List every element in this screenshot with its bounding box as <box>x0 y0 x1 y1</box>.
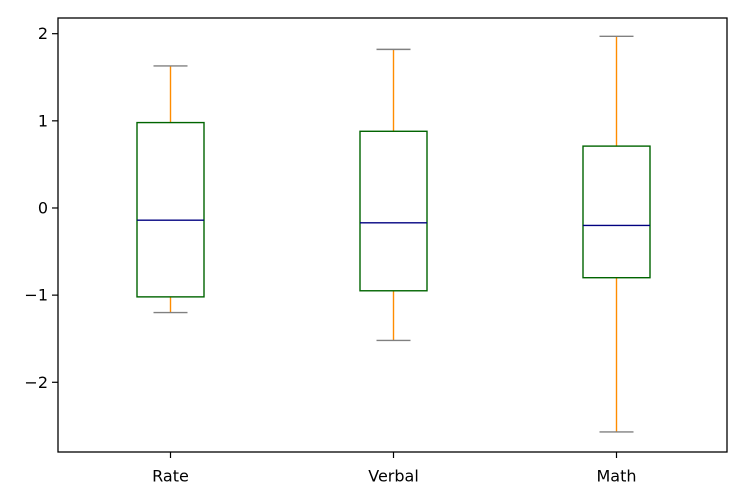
box-group-verbal <box>359 48 428 342</box>
plot-marks <box>136 35 651 433</box>
y-tick-label: 1 <box>38 111 48 130</box>
x-tick-label: Rate <box>152 467 189 486</box>
box <box>582 145 651 279</box>
box <box>136 121 205 298</box>
y-tick-label: −2 <box>24 373 48 392</box>
x-axis: Rate Verbal Math <box>152 452 637 486</box>
box-group-math <box>582 35 651 433</box>
y-axis: 2 1 0 −1 −2 <box>24 24 58 392</box>
y-tick-label: −1 <box>24 286 48 305</box>
x-tick-label: Math <box>596 467 636 486</box>
box-group-rate <box>136 65 205 314</box>
plot-frame <box>57 17 728 453</box>
x-tick-label: Verbal <box>368 467 419 486</box>
y-tick-label: 0 <box>38 198 48 217</box>
box <box>359 130 428 292</box>
y-tick-label: 2 <box>38 24 48 43</box>
